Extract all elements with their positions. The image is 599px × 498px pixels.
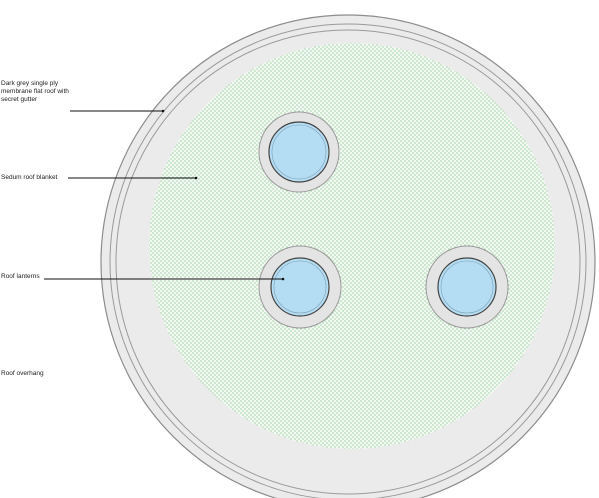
label-roof-overhang: Roof overhang [1,370,44,377]
leader-membrane [70,109,165,113]
label-sedum-blanket: Sedum roof blanket [1,174,58,181]
roof-lantern [258,111,340,193]
sedum-roof-blanket [149,43,555,449]
label-membrane-roof: Dark grey single ply membrane flat roof … [1,80,69,103]
roof-lantern [258,245,342,329]
leader-lanterns [44,277,285,281]
label-roof-lanterns: Roof lanterns [1,273,40,280]
leader-sedum [68,176,198,180]
membrane-ring-inner [115,29,581,495]
membrane-ring-outer [109,23,587,498]
roof-lantern [425,245,509,329]
